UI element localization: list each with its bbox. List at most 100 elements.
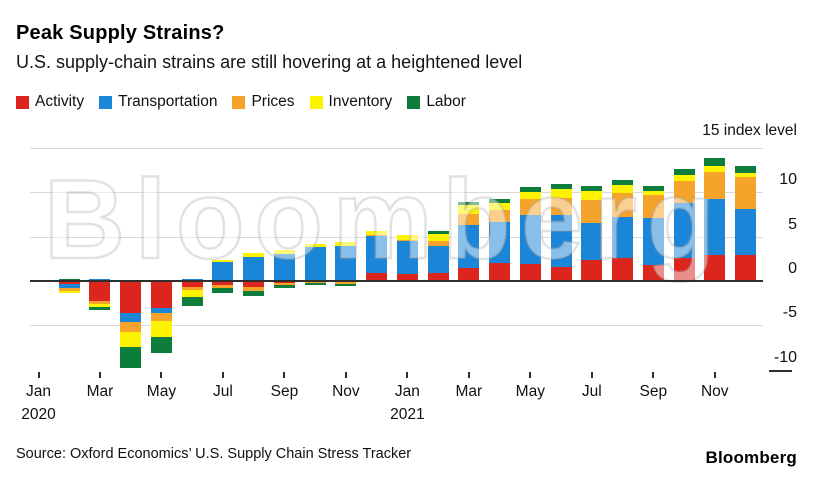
bar-nov-2021-transportation — [704, 198, 726, 255]
x-axis-label-jul: Jul — [581, 383, 602, 400]
bar-jul-2021-inventory — [581, 191, 603, 201]
bar-feb-2021-labor — [427, 230, 449, 235]
source-note: Source: Oxford Economics’ U.S. Supply Ch… — [16, 446, 412, 462]
y-axis-label-10: 10 — [779, 171, 797, 189]
x-axis-label-jan: Jan — [394, 383, 420, 400]
x-axis-tick — [37, 372, 40, 378]
bar-oct-2020-inventory — [304, 244, 326, 248]
x-axis-label-may: May — [515, 383, 545, 400]
bar-oct-2020-transportation — [304, 247, 326, 281]
bar-dec-2020-prices — [366, 234, 388, 236]
bar-mar-2021-inventory — [458, 205, 480, 214]
legend-label: Inventory — [328, 93, 393, 110]
bar-feb-2021-activity — [427, 273, 449, 281]
bar-nov-2021-inventory — [704, 166, 726, 173]
bar-jul-2021-labor — [581, 186, 603, 191]
bar-aug-2021-labor — [612, 179, 634, 185]
bar-feb-2020-prices — [58, 287, 80, 291]
x-axis-label-nov: Nov — [332, 383, 360, 400]
bar-may-2020-prices — [150, 313, 172, 321]
bar-oct-2021-transportation — [673, 203, 695, 259]
bar-oct-2021-labor — [673, 169, 695, 176]
bar-jan-2021-inventory — [396, 234, 418, 241]
legend-item-prices: Prices — [232, 93, 295, 111]
y-axis-label--10: -10 — [773, 348, 797, 366]
bar-feb-2020-activity — [58, 281, 80, 285]
bar-dec-2021-inventory — [735, 172, 757, 178]
bar-aug-2020-inventory — [243, 253, 265, 258]
inventory-swatch-icon — [309, 95, 323, 109]
bar-sep-2021-activity — [642, 265, 664, 281]
x-axis-tick — [529, 372, 532, 378]
transportation-swatch-icon — [99, 95, 113, 109]
bar-apr-2020-activity — [120, 281, 142, 313]
x-axis-label-jul: Jul — [213, 383, 233, 400]
legend-item-activity: Activity — [16, 93, 84, 111]
bar-mar-2020-labor — [89, 306, 111, 311]
y-axis-label-5: 5 — [788, 215, 797, 233]
x-axis-label-nov: Nov — [700, 383, 729, 400]
gridline-y10 — [30, 192, 763, 193]
bar-dec-2020-transportation — [366, 235, 388, 274]
prices-swatch-icon — [232, 95, 246, 109]
y-axis-label-0: 0 — [788, 260, 797, 277]
bar-jul-2021-transportation — [581, 222, 603, 261]
bar-may-2021-transportation — [519, 215, 541, 265]
chart-subtitle: U.S. supply-chain strains are still hove… — [16, 52, 523, 72]
x-axis-label-sep: Sep — [639, 383, 668, 400]
x-axis-label-may: May — [146, 383, 177, 400]
bar-may-2021-prices — [519, 199, 541, 216]
bar-apr-2020-inventory — [120, 331, 142, 347]
bloomberg-logo: Bloomberg — [705, 448, 797, 467]
bar-dec-2021-labor — [735, 166, 757, 173]
bar-oct-2021-inventory — [673, 175, 695, 181]
bar-jun-2021-activity — [550, 266, 572, 281]
bar-may-2020-activity — [150, 281, 172, 309]
bar-jun-2021-prices — [550, 197, 572, 216]
bar-sep-2021-prices — [642, 194, 664, 219]
bar-aug-2021-activity — [612, 258, 634, 281]
gridline-y-5 — [30, 325, 763, 326]
bar-sep-2020-transportation — [273, 253, 295, 281]
bar-nov-2020-prices — [335, 282, 357, 285]
bar-jul-2021-prices — [581, 200, 603, 223]
legend-item-labor: Labor — [407, 93, 466, 111]
bar-mar-2021-prices — [458, 213, 480, 226]
bar-jan-2021-transportation — [396, 241, 418, 274]
bar-feb-2021-prices — [427, 240, 449, 247]
bar-aug-2021-transportation — [612, 216, 634, 259]
bar-mar-2020-transportation — [89, 278, 111, 281]
x-axis-tick — [344, 372, 347, 378]
bar-jan-2021-prices — [396, 240, 418, 242]
bar-may-2021-activity — [519, 264, 541, 281]
x-axis-label-jan: Jan — [26, 383, 51, 400]
bar-jul-2020-labor — [212, 287, 234, 294]
bar-oct-2021-prices — [673, 180, 695, 204]
bar-nov-2021-prices — [704, 172, 726, 199]
bar-dec-2020-activity — [366, 273, 388, 281]
bar-mar-2021-labor — [458, 201, 480, 206]
bar-feb-2021-inventory — [427, 234, 449, 241]
bar-dec-2020-inventory — [366, 230, 388, 235]
bar-may-2021-labor — [519, 187, 541, 193]
bar-jun-2021-inventory — [550, 188, 572, 198]
bar-aug-2021-inventory — [612, 184, 634, 194]
legend-label: Activity — [35, 93, 85, 110]
bar-jun-2020-inventory — [181, 289, 203, 297]
bar-jul-2020-activity — [212, 281, 234, 286]
bar-mar-2020-prices — [89, 301, 111, 304]
x-axis-tick — [221, 372, 224, 378]
activity-swatch-icon — [16, 95, 29, 109]
x-axis-label-mar: Mar — [455, 383, 483, 400]
bar-dec-2021-activity — [735, 254, 757, 281]
bar-sep-2020-activity — [273, 281, 295, 284]
x-axis-tick — [160, 372, 163, 378]
bar-aug-2020-transportation — [243, 257, 265, 281]
bar-feb-2020-labor — [58, 278, 80, 281]
bar-nov-2021-labor — [704, 157, 726, 167]
bar-aug-2020-activity — [243, 281, 265, 288]
bar-oct-2020-labor — [304, 282, 326, 286]
y-axis-neg10-tick — [769, 370, 792, 372]
bar-sep-2020-prices — [273, 283, 295, 286]
